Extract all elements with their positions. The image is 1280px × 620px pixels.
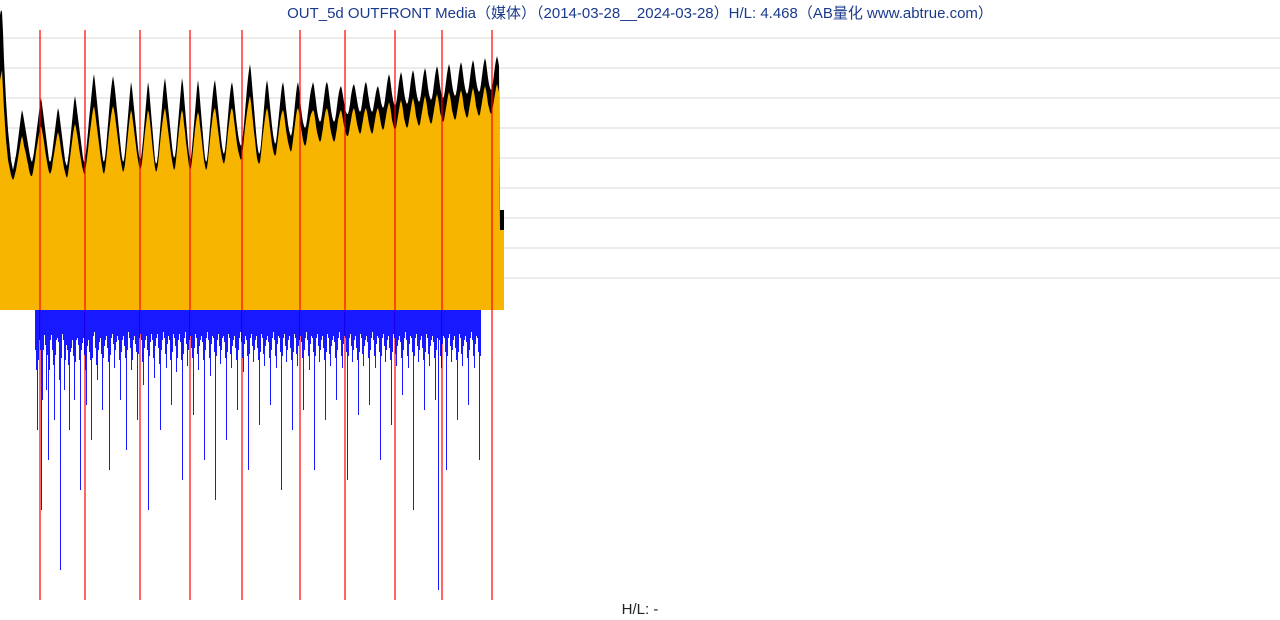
chart-footer: H/L: - (0, 601, 1280, 618)
chart-canvas (0, 0, 1280, 620)
